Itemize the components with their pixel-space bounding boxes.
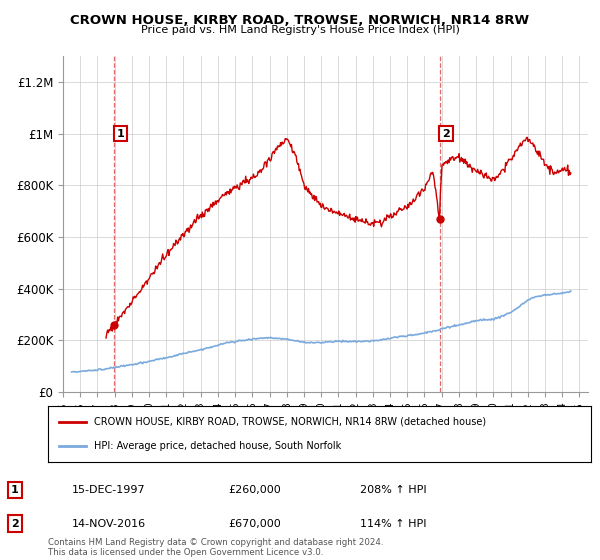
Text: £670,000: £670,000 (228, 519, 281, 529)
Text: 2: 2 (442, 129, 450, 138)
Text: 1: 1 (11, 485, 19, 495)
Text: 14-NOV-2016: 14-NOV-2016 (72, 519, 146, 529)
Text: CROWN HOUSE, KIRBY ROAD, TROWSE, NORWICH, NR14 8RW: CROWN HOUSE, KIRBY ROAD, TROWSE, NORWICH… (70, 14, 530, 27)
Text: Contains HM Land Registry data © Crown copyright and database right 2024.
This d: Contains HM Land Registry data © Crown c… (48, 538, 383, 557)
Text: 114% ↑ HPI: 114% ↑ HPI (360, 519, 427, 529)
Text: 15-DEC-1997: 15-DEC-1997 (72, 485, 146, 495)
Text: 208% ↑ HPI: 208% ↑ HPI (360, 485, 427, 495)
Text: 2: 2 (11, 519, 19, 529)
Text: £260,000: £260,000 (228, 485, 281, 495)
Text: CROWN HOUSE, KIRBY ROAD, TROWSE, NORWICH, NR14 8RW (detached house): CROWN HOUSE, KIRBY ROAD, TROWSE, NORWICH… (94, 417, 486, 427)
Text: 1: 1 (116, 129, 124, 138)
Text: HPI: Average price, detached house, South Norfolk: HPI: Average price, detached house, Sout… (94, 441, 341, 451)
Text: Price paid vs. HM Land Registry's House Price Index (HPI): Price paid vs. HM Land Registry's House … (140, 25, 460, 35)
